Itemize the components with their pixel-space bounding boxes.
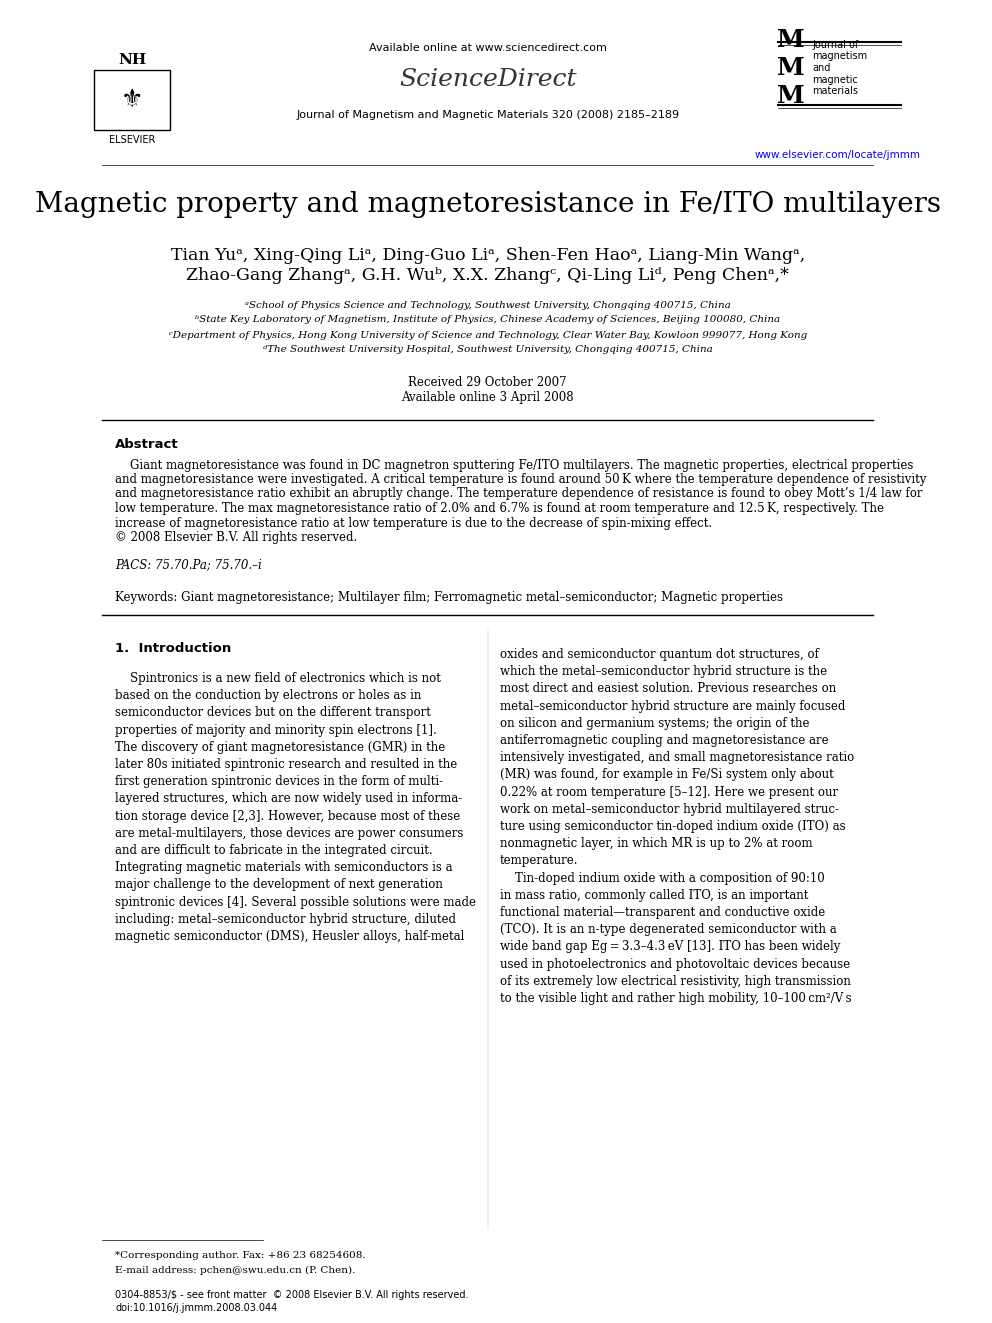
Text: ScienceDirect: ScienceDirect [399,69,576,91]
Text: PACS: 75.70.Pa; 75.70.–i: PACS: 75.70.Pa; 75.70.–i [115,558,262,572]
Text: M
M
M: M M M [777,28,805,107]
Text: © 2008 Elsevier B.V. All rights reserved.: © 2008 Elsevier B.V. All rights reserved… [115,531,357,544]
Text: Abstract: Abstract [115,438,179,451]
Text: Available online at www.sciencedirect.com: Available online at www.sciencedirect.co… [369,44,607,53]
Text: 0304-8853/$ - see front matter  © 2008 Elsevier B.V. All rights reserved.: 0304-8853/$ - see front matter © 2008 El… [115,1290,468,1301]
Text: NH: NH [118,53,146,67]
Text: doi:10.1016/j.jmmm.2008.03.044: doi:10.1016/j.jmmm.2008.03.044 [115,1303,278,1312]
Text: increase of magnetoresistance ratio at low temperature is due to the decrease of: increase of magnetoresistance ratio at l… [115,516,712,529]
Text: www.elsevier.com/locate/jmmm: www.elsevier.com/locate/jmmm [755,149,921,160]
Text: Magnetic property and magnetoresistance in Fe/ITO multilayers: Magnetic property and magnetoresistance … [35,192,940,218]
Text: 1.  Introduction: 1. Introduction [115,642,231,655]
Text: oxides and semiconductor quantum dot structures, of
which the metal–semiconducto: oxides and semiconductor quantum dot str… [500,648,854,1005]
Text: E-mail address: pchen@swu.edu.cn (P. Chen).: E-mail address: pchen@swu.edu.cn (P. Che… [115,1265,355,1274]
Text: and magnetoresistance were investigated. A critical temperature is found around : and magnetoresistance were investigated.… [115,474,927,486]
Text: ᶜDepartment of Physics, Hong Kong University of Science and Technology, Clear Wa: ᶜDepartment of Physics, Hong Kong Univer… [169,331,806,340]
Text: ELSEVIER: ELSEVIER [109,135,155,146]
Text: and magnetoresistance ratio exhibit an abruptly change. The temperature dependen: and magnetoresistance ratio exhibit an a… [115,487,923,500]
Text: *Corresponding author. Fax: +86 23 68254608.: *Corresponding author. Fax: +86 23 68254… [115,1250,366,1259]
Text: Journal of Magnetism and Magnetic Materials 320 (2008) 2185–2189: Journal of Magnetism and Magnetic Materi… [297,110,680,120]
Bar [94,70,170,130]
Text: Giant magnetoresistance was found in DC magnetron sputtering Fe/ITO multilayers.: Giant magnetoresistance was found in DC … [115,459,914,471]
Text: ᵇState Key Laboratory of Magnetism, Institute of Physics, Chinese Academy of Sci: ᵇState Key Laboratory of Magnetism, Inst… [195,315,781,324]
Text: low temperature. The max magnetoresistance ratio of 2.0% and 6.7% is found at ro: low temperature. The max magnetoresistan… [115,501,884,515]
Text: Spintronics is a new field of electronics which is not
based on the conduction b: Spintronics is a new field of electronic… [115,672,476,943]
Text: ᵃSchool of Physics Science and Technology, Southwest University, Chongqing 40071: ᵃSchool of Physics Science and Technolog… [245,300,730,310]
Text: Received 29 October 2007: Received 29 October 2007 [409,377,567,389]
Text: Journal of
magnetism
and
magnetic
materials: Journal of magnetism and magnetic materi… [812,40,867,97]
Text: Available online 3 April 2008: Available online 3 April 2008 [402,392,574,405]
Text: Keywords: Giant magnetoresistance; Multilayer film; Ferromagnetic metal–semicond: Keywords: Giant magnetoresistance; Multi… [115,591,783,605]
Text: Tian Yuᵃ, Xing-Qing Liᵃ, Ding-Guo Liᵃ, Shen-Fen Haoᵃ, Liang-Min Wangᵃ,: Tian Yuᵃ, Xing-Qing Liᵃ, Ding-Guo Liᵃ, S… [171,246,805,263]
Text: ··: ·· [423,70,441,90]
Text: ᵈThe Southwest University Hospital, Southwest University, Chongqing 400715, Chin: ᵈThe Southwest University Hospital, Sout… [263,345,712,355]
Text: Zhao-Gang Zhangᵃ, G.H. Wuᵇ, X.X. Zhangᶜ, Qi-Ling Liᵈ, Peng Chenᵃ,*: Zhao-Gang Zhangᵃ, G.H. Wuᵇ, X.X. Zhangᶜ,… [186,266,790,283]
Text: ⚜: ⚜ [121,89,143,112]
